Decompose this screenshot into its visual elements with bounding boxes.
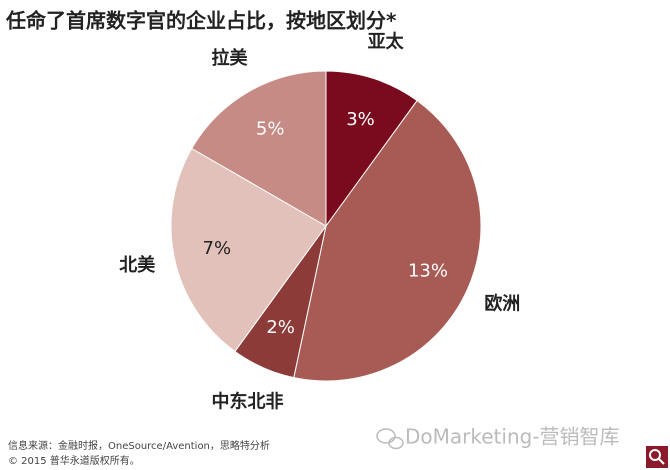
category-label: 中东北非	[211, 390, 283, 412]
wechat-icon	[376, 428, 404, 450]
value-label: 2%	[266, 317, 295, 338]
category-label: 欧洲	[484, 293, 520, 315]
category-label: 拉美	[212, 47, 248, 69]
pie-slice	[293, 99, 482, 382]
category-label: 亚太	[368, 30, 405, 52]
pie-slice	[191, 70, 327, 227]
chart-title: 任命了首席数字官的企业占比，按地区划分*	[5, 9, 397, 33]
value-label: 13%	[408, 260, 448, 281]
pie-slice	[325, 70, 418, 228]
value-label: 3%	[346, 109, 375, 130]
value-label: 5%	[256, 118, 285, 139]
search-icon[interactable]	[646, 446, 668, 468]
category-label: 北美	[119, 254, 155, 276]
value-label: 7%	[203, 238, 232, 259]
pie-slice	[170, 147, 327, 353]
watermark: DoMarketing-营销智库	[405, 425, 620, 449]
copyright-note: © 2015 普华永道版权所有。	[8, 454, 140, 467]
source-note: 信息来源：金融时报，OneSource/Avention，思略特分析	[8, 439, 270, 452]
